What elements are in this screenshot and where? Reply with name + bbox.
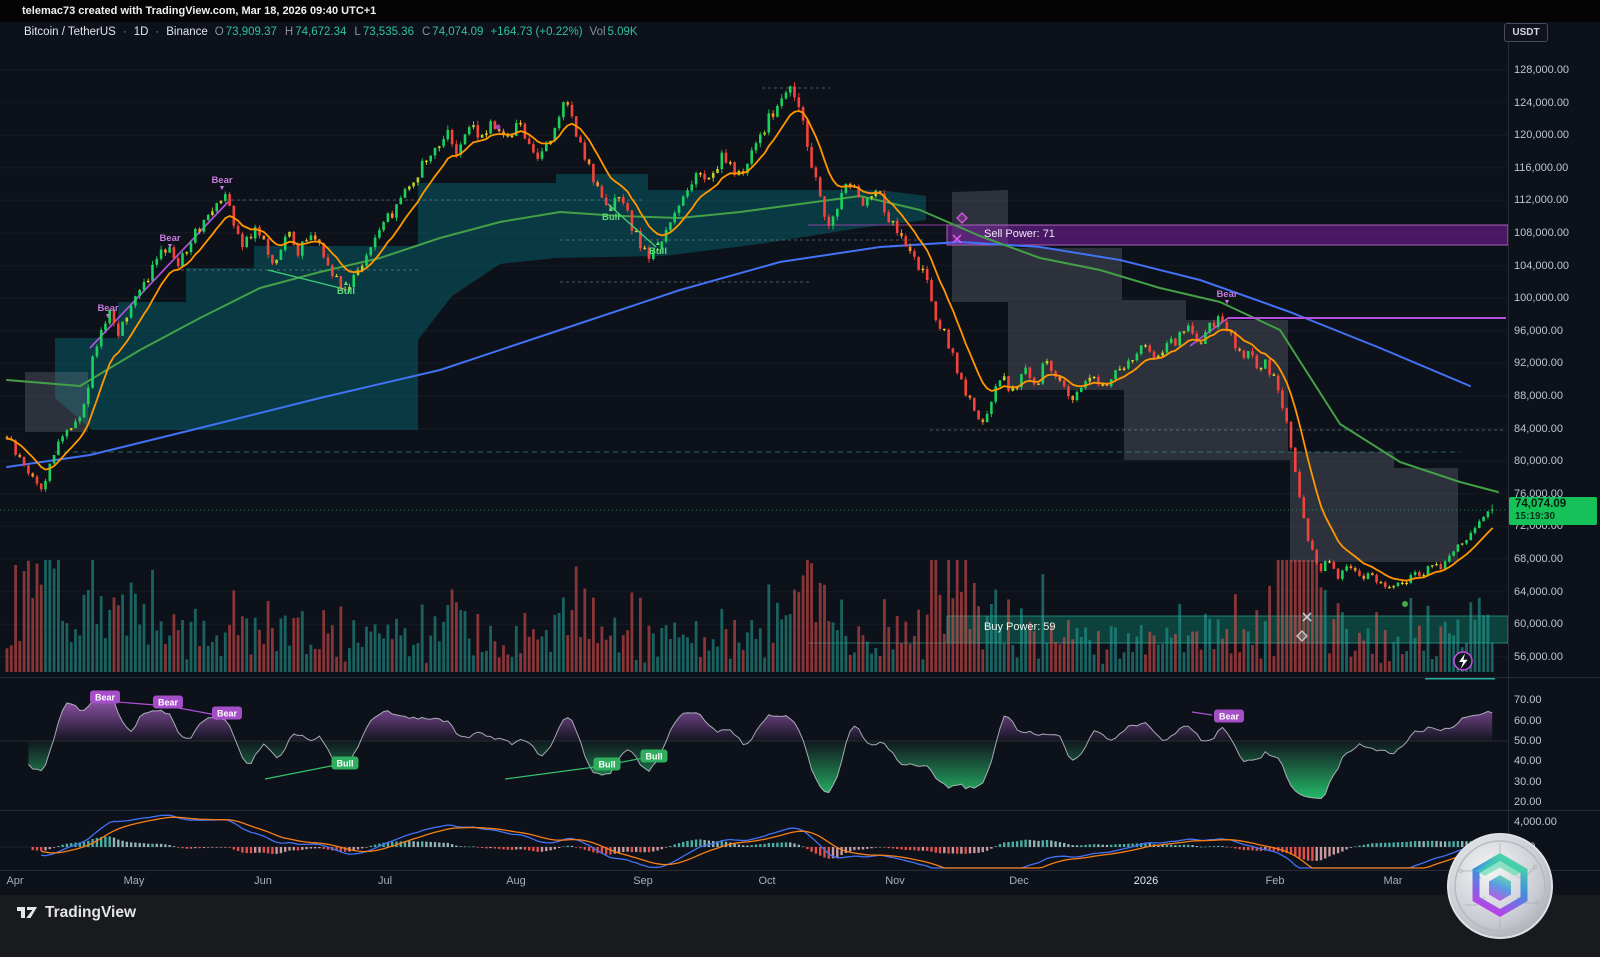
currency-toggle-button[interactable]: USDT	[1504, 23, 1548, 42]
ma-mid-green	[6, 195, 1499, 493]
tradingview-logo-text: TradingView	[45, 904, 137, 921]
bear-dot-marker	[495, 124, 501, 130]
signal-x-icon	[952, 234, 962, 244]
bull-trendline	[607, 203, 657, 248]
bear-trendline	[89, 201, 229, 349]
tradingview-logo-icon	[17, 907, 37, 918]
signal-diamond-icon	[1296, 630, 1308, 642]
bull-trendline	[267, 269, 345, 290]
ohlc-o-value: O 73,909.37	[214, 26, 277, 38]
auto-scale-lightning-icon[interactable]	[1453, 651, 1473, 671]
coin-watermark-logo	[1447, 833, 1553, 939]
attribution-text: telemac73 created with TradingView.com, …	[22, 5, 377, 17]
ma-fast-orange	[6, 110, 1494, 582]
signal-x-icon	[1302, 612, 1312, 622]
ohlc-l-value: L 73,535.36	[354, 26, 414, 38]
attribution-bar: telemac73 created with TradingView.com, …	[0, 0, 1600, 22]
volume-value: Vol 5.09K	[589, 26, 638, 38]
separator-dot: ·	[155, 26, 160, 38]
rsi-line	[28, 692, 1493, 800]
ohlc-h-value: H 74,672.34	[284, 26, 347, 38]
rsi-area-bear	[28, 693, 1493, 741]
interval-label[interactable]: 1D	[133, 26, 149, 38]
cloud-gray-right	[952, 190, 1458, 562]
rsi-area-bull	[28, 741, 1493, 799]
buy-power-zone	[946, 615, 1509, 644]
macd-line	[41, 814, 1493, 869]
symbol-name[interactable]: Bitcoin / TetherUS	[24, 26, 116, 38]
change-value: +164.73 (+0.22%)	[490, 26, 583, 38]
signal-diamond-icon	[956, 212, 968, 224]
cloud-gray-left	[25, 372, 88, 432]
ichimoku-cloud-teal	[55, 174, 926, 430]
bull-dot-marker	[1402, 601, 1408, 607]
ma-slow-blue	[6, 241, 1471, 468]
macd-signal-line	[41, 816, 1493, 869]
separator-dot: ·	[122, 26, 127, 38]
exchange-label: Binance	[166, 26, 208, 38]
symbol-info-bar[interactable]: Bitcoin / TetherUS · 1D · Binance O 73,90…	[24, 26, 638, 38]
ohlc-values: O 73,909.37 H 74,672.34 L 73,535.36 C 74,074.09	[215, 26, 484, 38]
tradingview-logo[interactable]: TradingView	[16, 904, 136, 922]
bear-trendline	[1189, 317, 1229, 347]
ohlc-c-value: C 74,074.09	[421, 26, 484, 38]
footer-bar	[0, 895, 1600, 957]
sell-power-zone	[946, 224, 1509, 246]
